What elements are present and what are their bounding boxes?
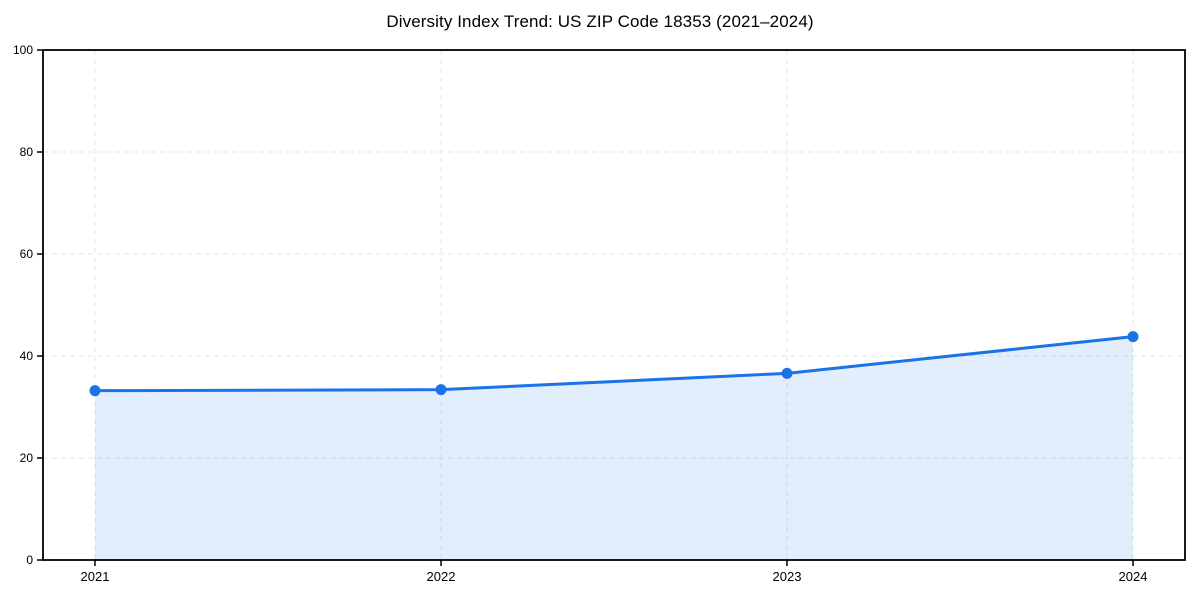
y-tick-label: 60 <box>20 247 34 261</box>
x-tick-label: 2021 <box>81 569 110 584</box>
y-tick-label: 100 <box>13 43 33 57</box>
trend-line <box>93 335 1135 393</box>
y-tick-label: 20 <box>20 451 34 465</box>
x-tick-label: 2024 <box>1119 569 1148 584</box>
data-point-2024 <box>1127 331 1139 343</box>
plot-border <box>42 49 1186 561</box>
data-point-2022 <box>435 384 447 396</box>
area-fill <box>95 336 1133 560</box>
data-point-2021 <box>89 385 101 397</box>
x-tick-label: 2023 <box>773 569 802 584</box>
y-tick-label: 40 <box>20 349 34 363</box>
y-tick-label: 80 <box>20 145 34 159</box>
x-tick-label: 2022 <box>427 569 456 584</box>
chart-title: Diversity Index Trend: US ZIP Code 18353… <box>386 12 814 31</box>
y-tick-label: 0 <box>26 553 33 567</box>
data-point-2023 <box>781 367 793 379</box>
